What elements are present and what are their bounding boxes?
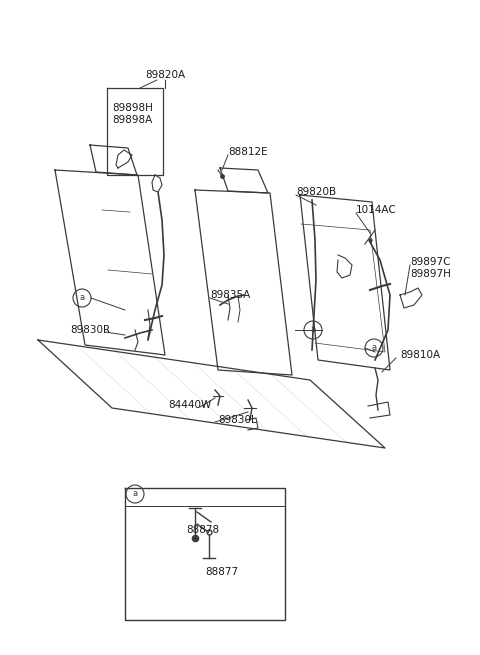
- Text: a: a: [372, 343, 377, 352]
- Text: 89835A: 89835A: [210, 290, 250, 300]
- Text: 89820A: 89820A: [145, 70, 185, 80]
- Text: 89810A: 89810A: [400, 350, 440, 360]
- Text: 89898H: 89898H: [112, 103, 153, 113]
- Text: a: a: [79, 293, 84, 303]
- Text: 1014AC: 1014AC: [356, 205, 397, 215]
- Text: 88877: 88877: [205, 567, 238, 577]
- Text: 89898A: 89898A: [112, 115, 152, 125]
- Text: 89830R: 89830R: [70, 325, 110, 335]
- Text: 88878: 88878: [186, 525, 219, 535]
- Text: 89897C: 89897C: [410, 257, 451, 267]
- Text: a: a: [132, 489, 138, 498]
- Text: 88812E: 88812E: [228, 147, 268, 157]
- Text: 89820B: 89820B: [296, 187, 336, 197]
- Text: 89897H: 89897H: [410, 269, 451, 279]
- Text: 84440W: 84440W: [168, 400, 211, 410]
- Text: a: a: [311, 326, 315, 335]
- Text: 89830L: 89830L: [218, 415, 257, 425]
